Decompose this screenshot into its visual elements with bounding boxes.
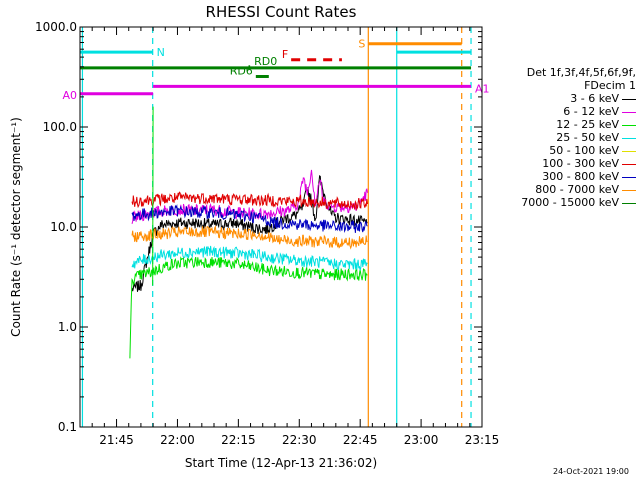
series-line <box>131 225 368 250</box>
legend-entry-label: 3 - 6 keV <box>570 92 619 105</box>
legend-swatch <box>622 98 636 100</box>
legend-header-line-1: Det 1f,3f,4f,5f,6f,9f, <box>526 66 636 79</box>
legend-swatch <box>622 111 636 113</box>
legend-swatch <box>622 150 636 152</box>
series-line <box>131 245 368 272</box>
flag-label: S <box>358 38 365 51</box>
legend-swatch <box>622 163 636 165</box>
legend-entry-label: 6 - 12 keV <box>563 105 619 118</box>
legend-entry: 6 - 12 keV <box>472 105 636 118</box>
legend-entry: 300 - 800 keV <box>472 170 636 183</box>
legend-entry-label: 25 - 50 keV <box>556 131 619 144</box>
legend-entry: 7000 - 15000 keV <box>472 196 636 209</box>
legend-swatch <box>622 137 636 139</box>
chart-title: RHESSI Count Rates <box>206 3 357 21</box>
legend-swatch <box>622 202 636 204</box>
x-tick-label: 22:45 <box>343 433 378 447</box>
y-tick-label: 100.0 <box>43 120 77 134</box>
series-line <box>131 204 368 234</box>
legend-header-line-2: FDecim 1 <box>584 79 636 92</box>
x-axis-label: Start Time (12-Apr-13 21:36:02) <box>185 456 377 470</box>
flag-label: RD6 <box>230 64 253 77</box>
legend-entry: 800 - 7000 keV <box>472 183 636 196</box>
y-axis-label: Count Rate (s⁻¹ detector segment⁻¹) <box>9 117 23 337</box>
flag-label: F <box>282 48 288 61</box>
x-tick-label: 22:15 <box>221 433 256 447</box>
legend-entry: 100 - 300 keV <box>472 157 636 170</box>
legend-swatch <box>622 124 636 126</box>
y-tick-label: 0.1 <box>58 420 77 434</box>
legend-entry-label: 300 - 800 keV <box>542 170 619 183</box>
legend-entry: 50 - 100 keV <box>472 144 636 157</box>
legend-entry-label: 50 - 100 keV <box>549 144 619 157</box>
legend-entries: 3 - 6 keV 6 - 12 keV 12 - 25 keV 25 - 50 ke… <box>472 92 636 209</box>
legend-entry-label: 100 - 300 keV <box>542 157 619 170</box>
flag-label: RD0 <box>254 55 277 68</box>
y-tick-label: 10.0 <box>50 220 77 234</box>
x-tick-label: 22:00 <box>160 433 195 447</box>
flag-label: A0 <box>62 89 77 102</box>
flag-label: N <box>157 46 165 59</box>
footer-timestamp: 24-Oct-2021 19:00 <box>553 467 629 476</box>
series-layer <box>129 106 368 359</box>
legend-swatch <box>622 189 636 191</box>
series-line <box>129 256 368 359</box>
legend-entry-label: 800 - 7000 keV <box>535 183 619 196</box>
legend: Det 1f,3f,4f,5f,6f,9f, FDecim 1 3 - 6 ke… <box>472 66 636 209</box>
x-tick-label: 23:00 <box>404 433 439 447</box>
legend-entry-label: 7000 - 15000 keV <box>521 196 619 209</box>
x-tick-label: 23:15 <box>465 433 500 447</box>
y-tick-label: 1.0 <box>58 320 77 334</box>
x-tick-label: 22:30 <box>282 433 317 447</box>
legend-entry: 12 - 25 keV <box>472 118 636 131</box>
legend-entry-label: 12 - 25 keV <box>556 118 619 131</box>
x-tick-label: 21:45 <box>99 433 134 447</box>
legend-entry: 25 - 50 keV <box>472 131 636 144</box>
y-tick-label: 1000.0 <box>35 20 77 34</box>
series-line <box>131 191 368 211</box>
axes-layer: 0.1 1.0 10.0 100.0 1000.0 21:45 22:00 22:15 22:3… <box>35 20 499 447</box>
series-line <box>131 169 368 224</box>
legend-swatch <box>622 176 636 178</box>
legend-entry: 3 - 6 keV <box>472 92 636 105</box>
